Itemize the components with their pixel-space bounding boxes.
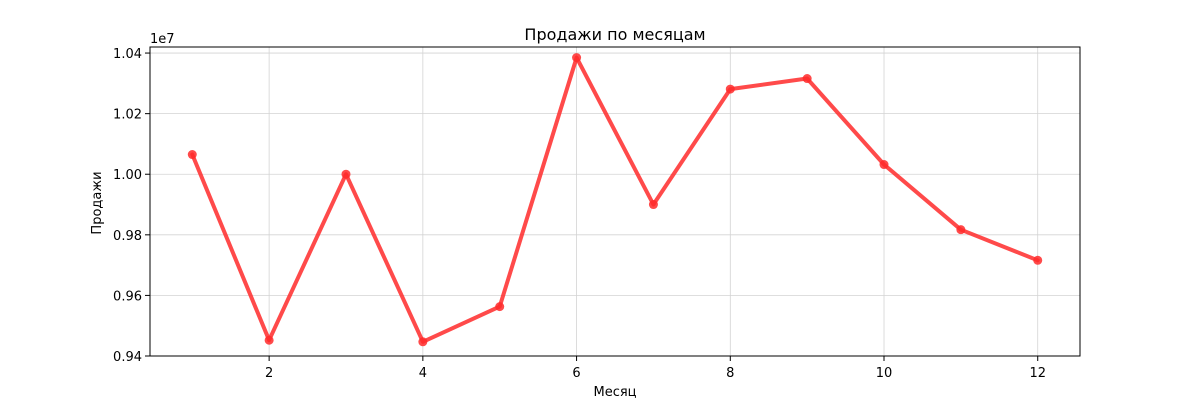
data-point <box>572 53 582 63</box>
y-tick-label: 0.98 <box>113 229 142 244</box>
x-tick-label: 4 <box>419 366 427 381</box>
data-point <box>1033 255 1043 265</box>
data-point <box>495 302 505 312</box>
x-tick-label: 2 <box>265 366 273 381</box>
x-tick-label: 6 <box>572 366 580 381</box>
y-scale-label: 1e7 <box>150 32 175 47</box>
data-point <box>264 335 274 345</box>
data-point <box>341 169 351 179</box>
x-tick-label: 12 <box>1029 366 1046 381</box>
x-axis-label: Месяц <box>593 385 636 400</box>
y-tick-label: 1.04 <box>113 47 142 62</box>
data-point <box>879 160 889 170</box>
data-point <box>802 74 812 84</box>
y-tick-label: 0.96 <box>113 289 142 304</box>
data-point <box>418 337 428 347</box>
data-point <box>648 200 658 210</box>
y-axis-label: Продажи <box>90 171 105 234</box>
series-sales <box>187 53 1043 347</box>
ticks: 2 4 6 8 10 12 0.94 0.96 0.98 1.00 1.02 1.04 <box>113 47 1046 381</box>
y-tick-label: 0.94 <box>113 350 142 365</box>
y-tick-label: 1.02 <box>113 108 142 123</box>
data-point <box>187 150 197 160</box>
plot-frame <box>149 46 1081 357</box>
y-tick-label: 1.00 <box>113 168 142 183</box>
data-point <box>725 84 735 94</box>
grid <box>150 47 1080 357</box>
sales-line <box>190 55 1040 344</box>
chart-title: Продажи по месяцам <box>524 25 705 44</box>
data-point <box>956 225 966 235</box>
x-tick-label: 8 <box>726 366 734 381</box>
x-tick-label: 10 <box>876 366 893 381</box>
